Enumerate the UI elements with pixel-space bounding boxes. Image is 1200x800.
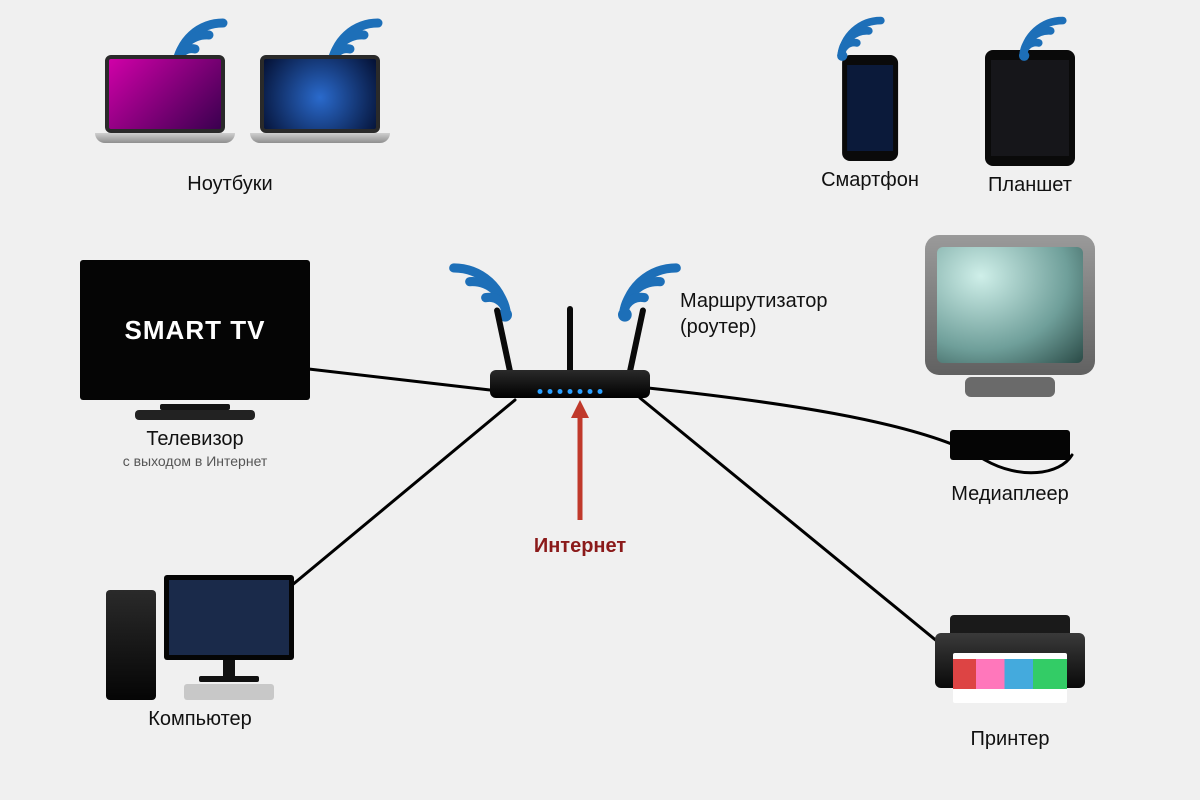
device-tablet: Планшет [985, 50, 1075, 197]
printer-label: Принтер [971, 728, 1050, 751]
device-mediaplayer-tv [920, 235, 1100, 397]
device-router [490, 300, 650, 398]
device-mediaplayer-box [950, 430, 1070, 460]
laptops-label: Ноутбуки [187, 173, 272, 196]
tv-label: Телевизор [146, 428, 243, 451]
tv-sublabel: с выходом в Интернет [123, 453, 268, 469]
wifi-icon [831, 15, 891, 63]
mediaplayer-label: Медиаплеер [951, 483, 1068, 506]
smartphone-label: Смартфон [821, 169, 919, 192]
device-tv: SMART TV Телевизор с выходом в Интернет [80, 260, 310, 469]
device-laptop-1 [95, 55, 235, 143]
device-smartphone: Смартфон [821, 55, 919, 192]
computer-label: Компьютер [148, 708, 252, 731]
network-diagram: Ноутбуки Смартфон Планшет [0, 0, 1200, 800]
device-printer: Принтер [935, 615, 1085, 751]
device-computer: Компьютер [106, 575, 294, 731]
internet-label: Интернет [534, 535, 626, 558]
tv-brand-text: SMART TV [80, 260, 310, 400]
wifi-icon [1013, 15, 1073, 63]
router-sublabel: (роутер) [680, 316, 757, 339]
router-label: Маршрутизатор [680, 290, 827, 313]
device-laptop-2 [250, 55, 390, 143]
tablet-label: Планшет [988, 174, 1072, 197]
